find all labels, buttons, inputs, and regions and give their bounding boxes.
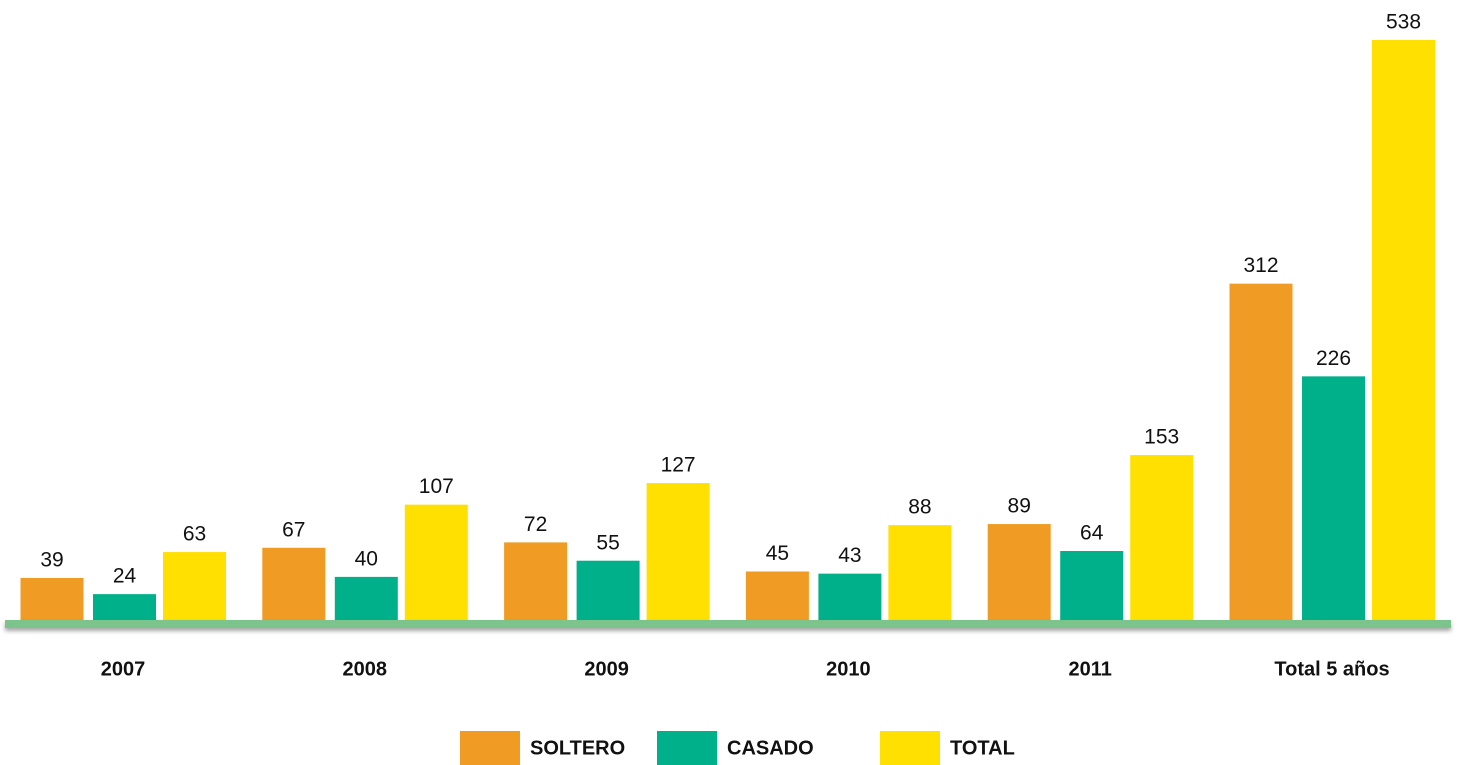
bar xyxy=(646,483,710,620)
data-label: 55 xyxy=(596,531,619,554)
data-label: 39 xyxy=(40,549,63,572)
legend-swatch xyxy=(460,731,520,765)
data-label: 89 xyxy=(1008,495,1031,518)
x-tick-label: 2009 xyxy=(584,658,629,680)
bar xyxy=(334,576,398,620)
bar xyxy=(1302,376,1365,620)
bar xyxy=(1130,455,1194,620)
bar xyxy=(576,560,640,620)
legend-label: SOLTERO xyxy=(530,737,625,759)
data-label: 67 xyxy=(282,518,305,541)
bars xyxy=(20,40,1435,620)
data-label: 127 xyxy=(661,454,696,477)
bar xyxy=(987,524,1051,620)
data-label: 153 xyxy=(1144,426,1179,449)
legend-swatch xyxy=(880,731,940,765)
bar xyxy=(1229,283,1293,620)
bar xyxy=(1372,40,1435,620)
bar xyxy=(504,542,568,620)
bar xyxy=(818,573,882,620)
data-label: 312 xyxy=(1243,254,1278,277)
data-label: 24 xyxy=(113,565,137,588)
x-tick-label: 2011 xyxy=(1069,658,1112,680)
legend-label: CASADO xyxy=(727,737,814,759)
data-label: 88 xyxy=(908,496,931,519)
x-tick-label: 2007 xyxy=(101,658,146,680)
bar xyxy=(262,547,326,620)
legend-swatch xyxy=(657,731,717,765)
data-label: 40 xyxy=(355,547,378,570)
data-label: 45 xyxy=(766,542,789,565)
bar xyxy=(745,571,809,620)
bar xyxy=(888,525,952,620)
data-label: 43 xyxy=(838,544,861,567)
legend-label: TOTAL xyxy=(950,737,1015,759)
baseline xyxy=(5,620,1451,628)
data-label: 538 xyxy=(1386,11,1421,34)
bar xyxy=(93,594,156,620)
data-label: 72 xyxy=(524,513,547,536)
data-label: 226 xyxy=(1316,347,1351,370)
x-tick-label: 2008 xyxy=(343,658,388,680)
data-label: 64 xyxy=(1080,522,1104,545)
data-label: 63 xyxy=(183,523,206,546)
x-tick-label: Total 5 años xyxy=(1274,658,1389,680)
bar xyxy=(404,504,468,620)
bar xyxy=(163,552,226,620)
bar xyxy=(1060,551,1124,620)
bar xyxy=(20,577,84,620)
x-tick-label: 2010 xyxy=(826,658,871,680)
data-label: 107 xyxy=(419,475,454,498)
